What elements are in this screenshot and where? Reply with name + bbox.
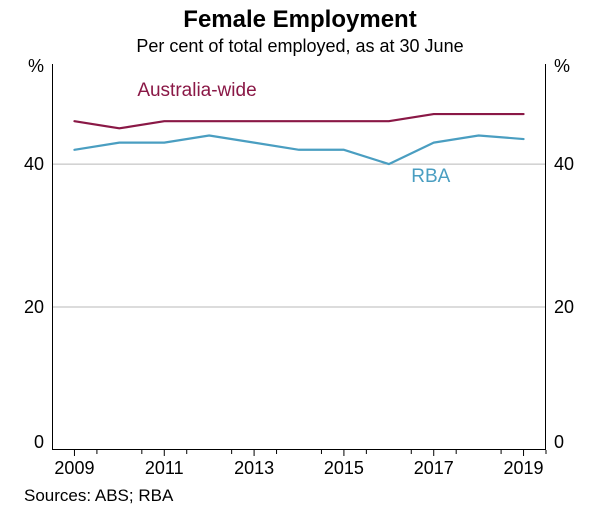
x-tick-label: 2009	[54, 458, 94, 478]
y-tick-label-left: 0	[34, 432, 44, 452]
y-tick-label-right: 40	[554, 154, 574, 174]
y-unit-left: %	[28, 56, 44, 76]
page-title: Female Employment	[0, 6, 600, 34]
y-tick-label-right: 20	[554, 297, 574, 317]
x-tick-label: 2015	[324, 458, 364, 478]
series-label-rba: RBA	[411, 166, 450, 187]
series-line-australia-wide	[74, 114, 523, 128]
page-subtitle: Per cent of total employed, as at 30 Jun…	[0, 36, 600, 57]
chart-svg: 0020204040%%200920112013201520172019Aust…	[52, 64, 546, 450]
sources-text: Sources: ABS; RBA	[24, 486, 173, 506]
x-tick-label: 2019	[504, 458, 544, 478]
y-tick-label-left: 40	[24, 154, 44, 174]
y-tick-label-left: 20	[24, 297, 44, 317]
y-tick-label-right: 0	[554, 432, 564, 452]
x-tick-label: 2013	[234, 458, 274, 478]
series-label-australia-wide: Australia-wide	[137, 80, 256, 101]
x-tick-label: 2017	[414, 458, 454, 478]
series-line-rba	[74, 135, 523, 164]
x-tick-label: 2011	[145, 458, 184, 478]
y-unit-right: %	[554, 56, 570, 76]
chart-plot-area: 0020204040%%200920112013201520172019Aust…	[52, 64, 546, 450]
